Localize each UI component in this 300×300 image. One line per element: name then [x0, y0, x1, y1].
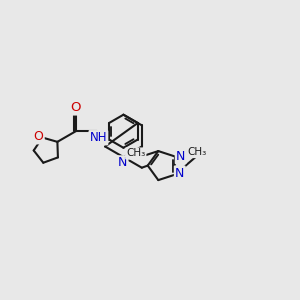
Text: N: N	[175, 167, 184, 180]
Text: O: O	[34, 130, 44, 143]
Text: N: N	[176, 150, 185, 163]
Text: CH₃: CH₃	[188, 147, 207, 157]
Text: O: O	[70, 101, 80, 114]
Text: NH: NH	[90, 131, 107, 144]
Text: N: N	[118, 157, 127, 169]
Text: CH₃: CH₃	[126, 148, 146, 158]
